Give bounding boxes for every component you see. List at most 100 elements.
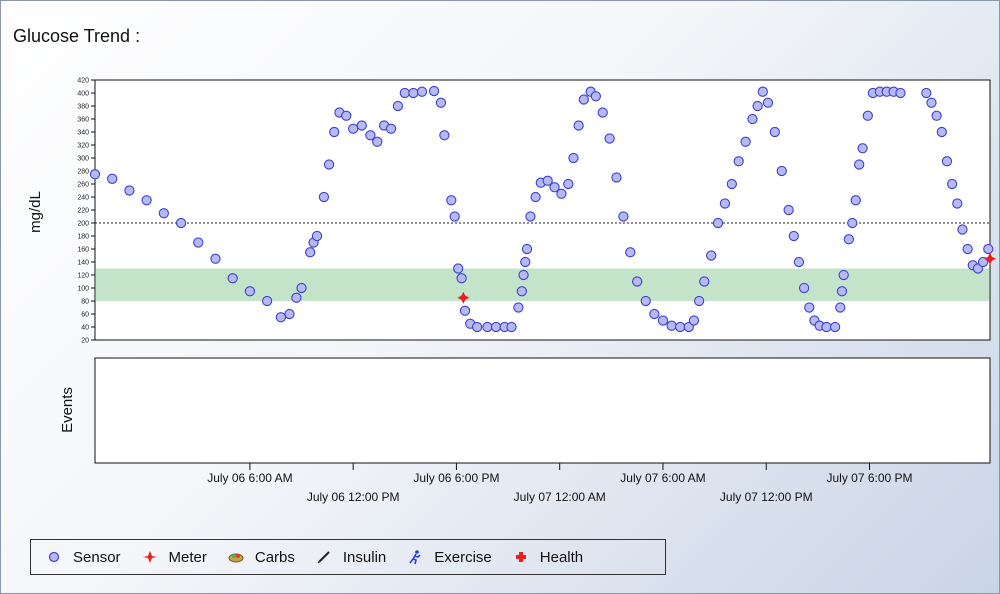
sensor-point	[446, 195, 457, 206]
sensor-point	[227, 273, 238, 284]
sensor-point	[640, 295, 651, 307]
sensor-point	[516, 286, 527, 297]
sensor-point	[341, 110, 352, 121]
sensor-point	[372, 136, 383, 147]
meter-point	[457, 291, 470, 304]
sensor-point	[712, 217, 724, 229]
events-axis-label: Events	[59, 387, 76, 433]
y-axis-label: mg/dL	[27, 191, 44, 233]
sensor-point	[506, 321, 517, 333]
sensor-point	[525, 211, 536, 222]
sensor-point	[752, 100, 763, 112]
sensor-point	[284, 308, 295, 320]
sensor-point	[408, 87, 419, 99]
sensor-point	[435, 97, 447, 108]
sensor-point	[590, 91, 602, 102]
y-tick-label: 100	[77, 286, 89, 293]
y-tick-label: 400	[77, 91, 89, 98]
sensor-point	[798, 282, 810, 294]
target-range-band	[96, 268, 989, 301]
sensor-point	[847, 217, 858, 229]
legend-label-carbs: Carbs	[254, 548, 295, 566]
sensor-point	[895, 87, 906, 99]
sensor-point	[542, 175, 553, 186]
sensor-point	[597, 107, 608, 118]
sensor-point	[518, 269, 529, 281]
y-tick-label: 140	[77, 260, 89, 267]
sensor-point	[453, 263, 464, 274]
sensor-point	[193, 237, 204, 248]
sensor-point	[675, 321, 686, 333]
sensor-point	[89, 169, 101, 180]
sensor-point	[210, 253, 221, 264]
sensor-point	[776, 165, 787, 177]
sensor-point	[952, 198, 963, 209]
sensor-point	[821, 321, 832, 333]
y-tick-label: 300	[77, 156, 89, 163]
sensor-circle-icon	[43, 549, 65, 565]
sensor-point	[385, 123, 397, 134]
sensor-point	[931, 110, 942, 121]
y-tick-label: 420	[77, 78, 89, 85]
exercise-runner-icon	[404, 549, 426, 565]
sensor-point	[556, 188, 567, 199]
sensor-point	[175, 217, 187, 229]
events-plot-area	[94, 357, 991, 464]
sensor-point	[530, 191, 541, 203]
meter-diamond-icon	[139, 549, 161, 565]
sensor-point	[416, 86, 428, 97]
sensor-point	[747, 113, 758, 125]
sensor-point	[578, 94, 589, 105]
sensor-point	[141, 195, 152, 206]
y-tick-label: 340	[77, 130, 89, 137]
sensor-point	[158, 208, 169, 219]
y-tick-label: 200	[77, 221, 89, 228]
y-tick-label: 240	[77, 195, 89, 202]
sensor-point	[921, 87, 932, 99]
sensor-point	[482, 321, 493, 333]
x-tick-label: July 06 6:00 PM	[413, 471, 499, 485]
legend-label-sensor: Sensor	[73, 548, 121, 566]
y-tick-label: 20	[81, 338, 89, 345]
sensor-point	[857, 143, 868, 154]
sensor-point	[688, 315, 700, 326]
sensor-point	[632, 276, 643, 287]
sensor-point	[946, 178, 958, 190]
y-tick-label: 320	[77, 143, 89, 150]
y-tick-label: 120	[77, 273, 89, 280]
sensor-point	[323, 159, 335, 170]
sensor-point	[573, 120, 584, 131]
sensor-point	[983, 243, 994, 255]
sensor-point	[862, 110, 873, 121]
legend-label-insulin: Insulin	[342, 548, 387, 566]
y-tick-label: 220	[77, 208, 89, 215]
sensor-point	[957, 224, 968, 235]
y-tick-label: 380	[77, 104, 89, 111]
sensor-point	[699, 276, 710, 287]
sensor-point	[356, 120, 367, 131]
y-tick-label: 260	[77, 182, 89, 189]
x-tick-label: July 07 6:00 AM	[620, 471, 705, 485]
sensor-point	[693, 295, 705, 307]
legend: Sensor Meter Carbs Insulin Exercise Heal…	[30, 539, 666, 575]
sensor-point	[854, 159, 865, 170]
sensor-point	[625, 247, 636, 258]
insulin-syringe-icon	[313, 549, 335, 565]
legend-item-health: Health	[510, 549, 583, 566]
legend-item-insulin: Insulin	[313, 549, 386, 566]
sensor-point	[611, 172, 622, 183]
sensor-point	[793, 256, 805, 268]
sensor-point	[549, 182, 560, 193]
sensor-point	[757, 86, 768, 97]
legend-item-carbs: Carbs	[225, 549, 295, 566]
sensor-point	[804, 302, 815, 313]
sensor-point	[439, 130, 450, 141]
y-tick-label: 160	[77, 247, 89, 254]
sensor-point	[399, 87, 410, 99]
sensor-point	[521, 243, 533, 255]
sensor-point	[261, 295, 273, 307]
sensor-point	[941, 156, 953, 167]
legend-item-sensor: Sensor	[43, 549, 121, 566]
sensor-point	[788, 230, 799, 242]
sensor-point	[657, 315, 669, 326]
